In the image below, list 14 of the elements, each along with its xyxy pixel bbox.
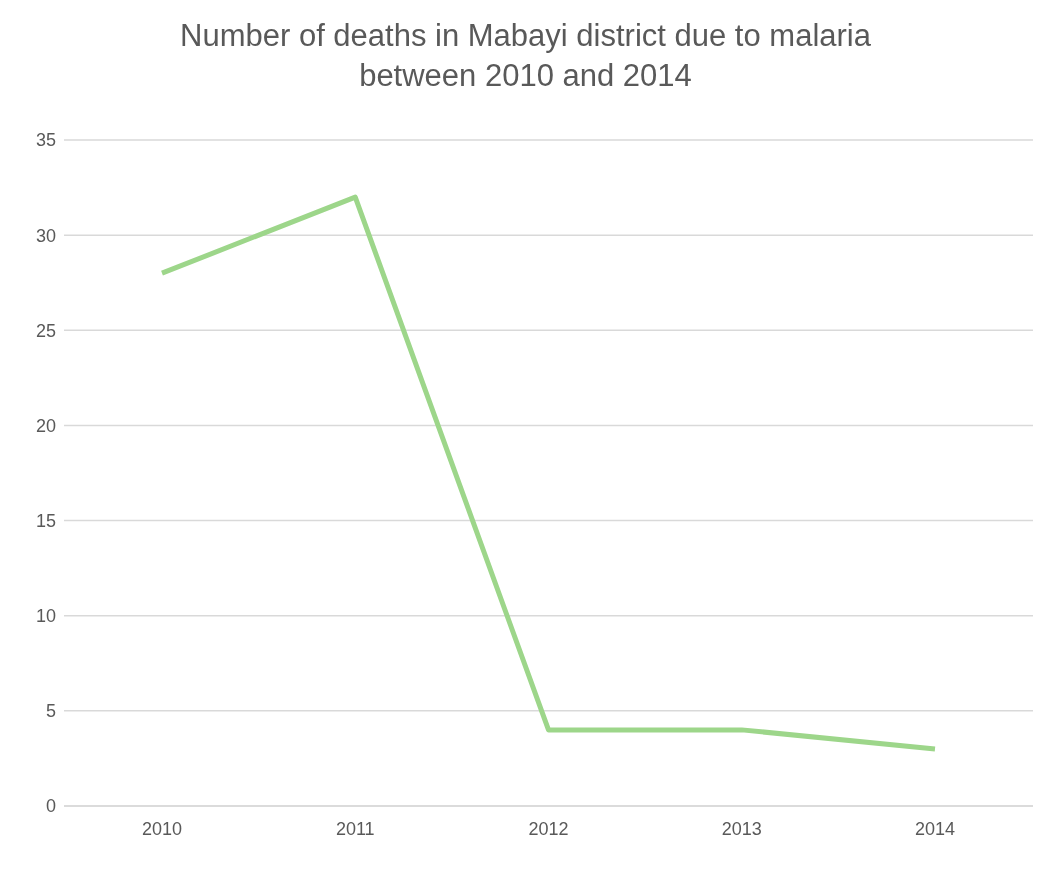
y-tick-label: 25 [35, 320, 56, 341]
x-tick-label: 2013 [721, 818, 762, 839]
x-tick-label: 2011 [335, 818, 375, 839]
y-tick-label: 20 [35, 415, 56, 436]
x-tick-label: 2012 [528, 818, 569, 839]
y-tick-label: 15 [35, 510, 56, 531]
y-tick-label: 35 [35, 130, 56, 151]
y-tick-label: 30 [35, 225, 56, 246]
x-tick-label: 2010 [141, 818, 183, 839]
x-tick-label: 2014 [914, 818, 956, 839]
chart-title: Number of deaths in Mabayi district due to malaria between 2010 and 2014 [179, 17, 872, 95]
y-tick-label: 0 [45, 796, 56, 817]
y-tick-label: 10 [35, 606, 56, 627]
y-tick-label: 5 [45, 701, 56, 722]
